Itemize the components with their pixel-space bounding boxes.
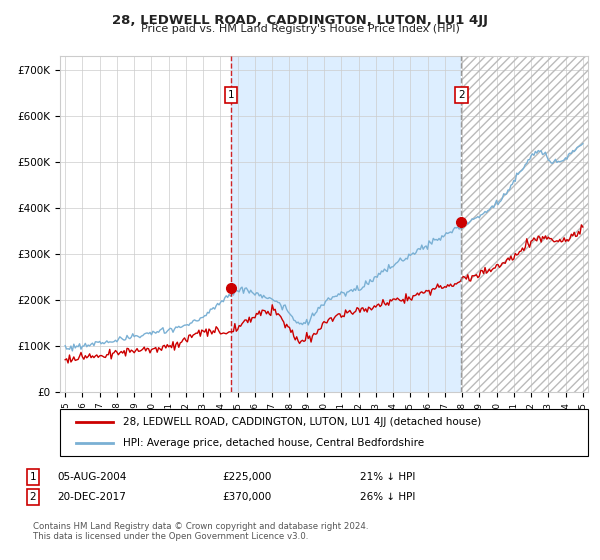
Text: Contains HM Land Registry data © Crown copyright and database right 2024.
This d: Contains HM Land Registry data © Crown c…: [33, 522, 368, 542]
Text: 28, LEDWELL ROAD, CADDINGTON, LUTON, LU1 4JJ: 28, LEDWELL ROAD, CADDINGTON, LUTON, LU1…: [112, 14, 488, 27]
Text: 2: 2: [458, 90, 464, 100]
Text: 05-AUG-2004: 05-AUG-2004: [57, 472, 127, 482]
Text: 28, LEDWELL ROAD, CADDINGTON, LUTON, LU1 4JJ (detached house): 28, LEDWELL ROAD, CADDINGTON, LUTON, LU1…: [124, 417, 482, 427]
Text: £225,000: £225,000: [222, 472, 271, 482]
Text: 20-DEC-2017: 20-DEC-2017: [57, 492, 126, 502]
Text: £370,000: £370,000: [222, 492, 271, 502]
Bar: [461, 56, 588, 392]
Bar: [231, 56, 461, 392]
Text: Price paid vs. HM Land Registry's House Price Index (HPI): Price paid vs. HM Land Registry's House …: [140, 24, 460, 34]
Text: 26% ↓ HPI: 26% ↓ HPI: [360, 492, 415, 502]
Text: 2: 2: [29, 492, 37, 502]
FancyBboxPatch shape: [60, 409, 588, 456]
Text: 1: 1: [29, 472, 37, 482]
Text: 21% ↓ HPI: 21% ↓ HPI: [360, 472, 415, 482]
Text: 1: 1: [227, 90, 234, 100]
Text: HPI: Average price, detached house, Central Bedfordshire: HPI: Average price, detached house, Cent…: [124, 438, 424, 448]
Bar: [461, 56, 588, 392]
